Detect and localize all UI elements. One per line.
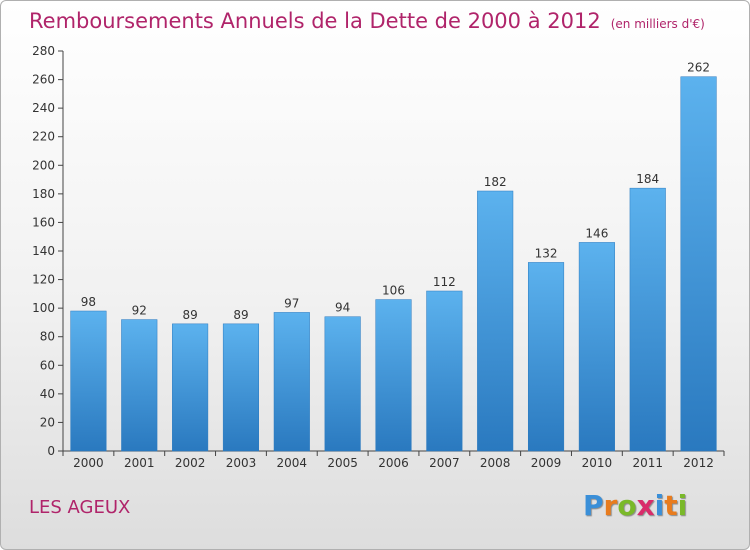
- y-tick-label: 120: [32, 273, 55, 287]
- chart-title-main: Remboursements Annuels de la Dette de 20…: [29, 9, 601, 33]
- x-tick-label: 2012: [683, 456, 714, 470]
- bar: [578, 242, 615, 452]
- y-tick-label: 140: [32, 244, 55, 258]
- data-label: 106: [382, 284, 405, 298]
- y-tick-label: 240: [32, 101, 55, 115]
- logo-letter: i: [677, 489, 688, 522]
- bar: [172, 323, 209, 452]
- bar: [426, 290, 463, 452]
- y-tick-label: 200: [32, 158, 55, 172]
- y-tick-label: 0: [47, 444, 55, 458]
- y-tick-label: 100: [32, 301, 55, 315]
- x-tick-label: 2001: [124, 456, 155, 470]
- bar: [70, 310, 107, 452]
- x-tick-label: 2007: [429, 456, 460, 470]
- bar: [222, 323, 260, 452]
- y-tick-label: 260: [32, 73, 55, 87]
- bar: [477, 190, 514, 452]
- bars: 98 92 89 89 97 94 106 112 182 132 146 184 262: [70, 61, 717, 452]
- x-tick-label: 2010: [582, 456, 613, 470]
- y-tick-label: 40: [40, 387, 55, 401]
- data-label: 89: [233, 308, 248, 322]
- data-label: 92: [132, 304, 147, 318]
- x-tick-label: 2009: [531, 456, 562, 470]
- data-label: 94: [335, 301, 350, 315]
- bar: [375, 299, 412, 452]
- axes: 0 20 40 60 80 100 120 140 160 180 200 220 240 260 280 2…: [32, 44, 725, 470]
- data-label: 89: [182, 308, 197, 322]
- y-tick-label: 160: [32, 215, 55, 229]
- data-label: 132: [535, 246, 558, 260]
- logo-letter: P: [583, 489, 604, 522]
- x-tick-label: 2008: [480, 456, 511, 470]
- bar: [121, 319, 158, 452]
- chart-title: Remboursements Annuels de la Dette de 20…: [29, 9, 705, 33]
- bar: [680, 76, 717, 452]
- y-tick-label: 220: [32, 130, 55, 144]
- chart-subtitle: (en milliers d'€): [610, 17, 705, 31]
- x-tick-label: 2011: [632, 456, 663, 470]
- x-tick-label: 2000: [73, 456, 104, 470]
- y-tick-label: 180: [32, 187, 55, 201]
- proxiti-logo: Proxiti: [583, 489, 687, 522]
- data-label: 184: [636, 172, 659, 186]
- bar: [527, 262, 565, 452]
- logo-letter: i: [654, 489, 665, 522]
- y-tick-label: 60: [40, 358, 55, 372]
- data-label: 97: [284, 296, 299, 310]
- x-tick-label: 2003: [226, 456, 257, 470]
- logo-letter: t: [664, 489, 678, 522]
- data-label: 146: [585, 226, 608, 240]
- x-tick-label: 2004: [277, 456, 308, 470]
- data-label: 98: [81, 295, 96, 309]
- bar: [273, 312, 310, 452]
- y-tick-label: 20: [40, 415, 55, 429]
- x-tick-label: 2002: [175, 456, 206, 470]
- y-tick-label: 80: [40, 330, 55, 344]
- y-tick-label: 280: [32, 44, 55, 58]
- location-name: LES AGEUX: [29, 497, 131, 518]
- logo-letter: x: [636, 489, 655, 522]
- x-tick-label: 2006: [378, 456, 409, 470]
- bar: [629, 187, 666, 452]
- data-label: 112: [433, 275, 456, 289]
- data-label: 262: [687, 61, 710, 75]
- logo-letter: o: [617, 489, 637, 522]
- x-tick-label: 2005: [327, 456, 358, 470]
- data-label: 182: [484, 175, 507, 189]
- logo-letter: r: [603, 489, 618, 522]
- bar: [324, 316, 361, 452]
